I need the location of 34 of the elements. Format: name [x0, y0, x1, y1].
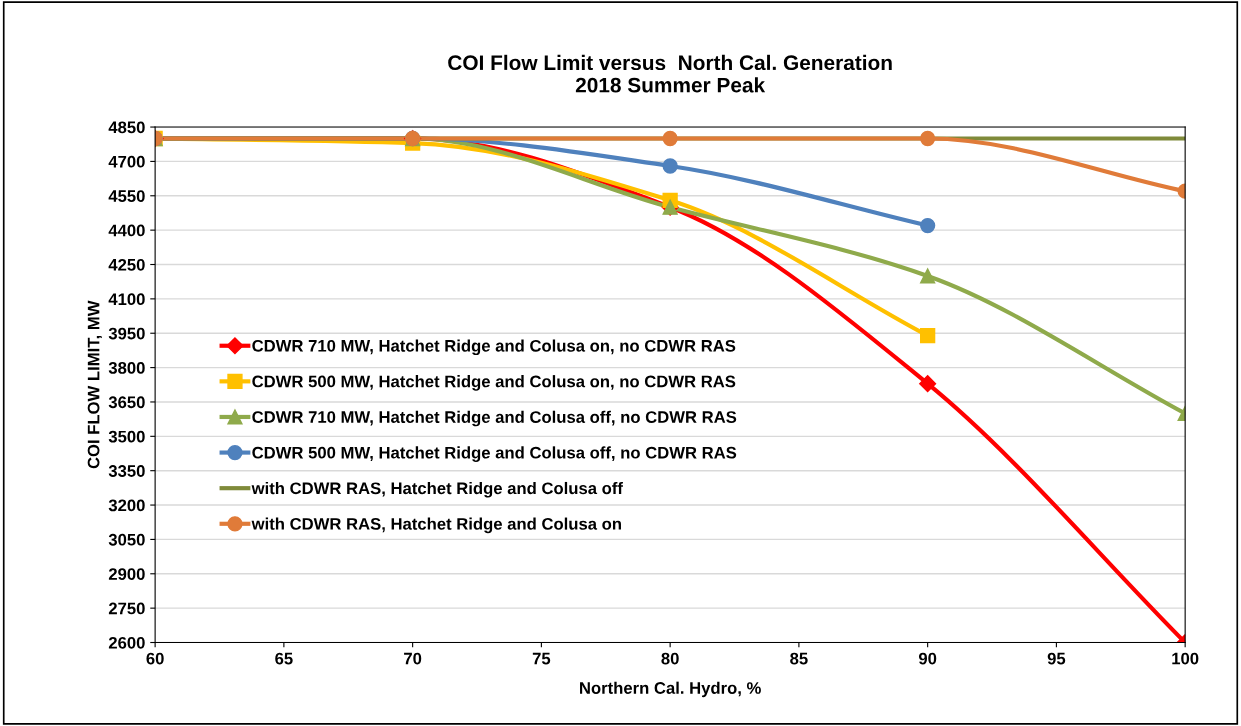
y-tick-label: 3800 — [108, 362, 145, 374]
legend-label: with CDWR RAS, Hatchet Ridge and Colusa off — [251, 481, 623, 498]
legend-label: CDWR 710 MW, Hatchet Ridge and Colusa on, no CDWR RAS — [252, 339, 736, 356]
x-tick-label: 60 — [146, 652, 164, 665]
y-tick-label: 4850 — [108, 121, 145, 134]
y-tick-label: 2900 — [108, 568, 145, 580]
y-tick-label: 4400 — [108, 224, 145, 237]
y-tick-label: 4700 — [108, 155, 145, 168]
x-tick-label: 75 — [532, 652, 551, 665]
y-tick-label: 3500 — [108, 430, 145, 443]
y-tick-label: 3350 — [108, 465, 145, 477]
x-tick-label: 70 — [404, 652, 422, 665]
y-axis-title: COI FLOW LIMIT, MW — [87, 300, 102, 469]
y-tick-label: 3950 — [108, 327, 145, 340]
legend-label: with CDWR RAS, Hatchet Ridge and Colusa on — [251, 517, 621, 534]
y-tick-label: 3050 — [108, 533, 145, 546]
y-tick-label: 4550 — [108, 190, 145, 202]
x-tick-label: 65 — [275, 652, 293, 665]
x-axis-title: Northern Cal. Hydro, % — [580, 681, 761, 698]
y-tick-label: 3200 — [108, 499, 145, 512]
x-tick-label: 100 — [1172, 652, 1199, 665]
y-tick-label: 3650 — [108, 396, 145, 409]
legend-label: CDWR 710 MW, Hatchet Ridge and Colusa off, no CDWR RAS — [252, 410, 737, 427]
y-tick-label: 2600 — [108, 636, 145, 649]
y-tick-label: 4250 — [108, 258, 145, 271]
y-tick-label: 2750 — [108, 602, 145, 615]
legend-label: CDWR 500 MW, Hatchet Ridge and Colusa on, no CDWR RAS — [252, 375, 736, 391]
x-tick-label: 85 — [790, 652, 808, 665]
y-tick-label: 4100 — [108, 293, 145, 306]
x-tick-label: 90 — [918, 652, 937, 665]
x-tick-label: 80 — [661, 652, 679, 665]
x-tick-label: 95 — [1047, 652, 1066, 665]
chart-title: COI Flow Limit versus North Cal. Generation 2018 Summer Peak — [448, 54, 892, 93]
legend-label: CDWR 500 MW, Hatchet Ridge and Colusa off, no CDWR RAS — [252, 446, 737, 462]
